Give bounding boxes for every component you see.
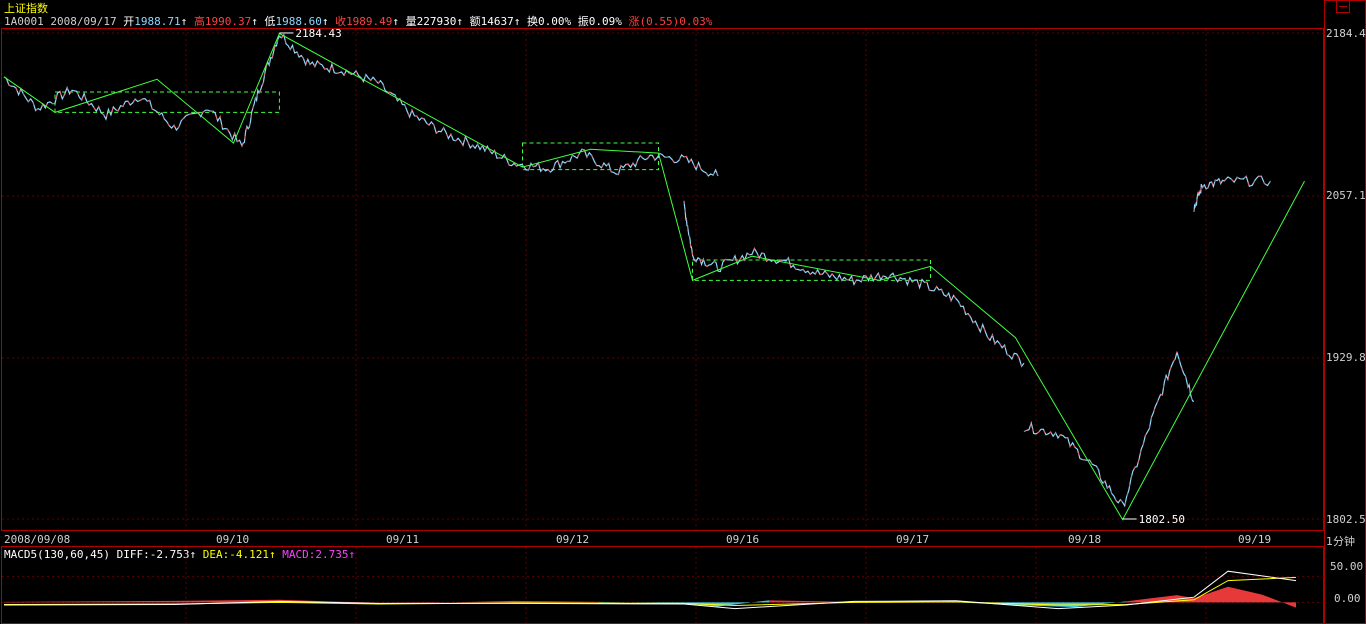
x-tick-label: 09/17 (896, 533, 930, 546)
up-arrow-icon: ↑ (321, 15, 329, 28)
consolidation-box (522, 142, 659, 171)
y-tick-label: 2184.4 (1326, 27, 1366, 40)
y-tick-label: 1929.8 (1326, 351, 1366, 364)
amplitude-label: 振 (577, 15, 589, 28)
macd-histogram-bar (4, 601, 89, 603)
turnover-label: 换 (527, 15, 539, 28)
dea-line (3, 576, 1297, 607)
low-label: 低 (264, 15, 276, 28)
macd-y-tick-label: 0.00 (1334, 592, 1361, 605)
macd-histogram-bar (769, 600, 854, 603)
volume-label: 量 (405, 15, 417, 28)
up-arrow-icon: ↑ (268, 548, 276, 561)
period-selector[interactable]: 1分钟 (1326, 535, 1355, 548)
macd-histogram-bar (344, 601, 429, 603)
grid-lines (2, 29, 1324, 623)
change-label: 涨 (628, 15, 640, 28)
price-line-up (683, 200, 1025, 368)
up-arrow-icon: ↑ (456, 15, 464, 28)
open-value: 1988.71 (134, 15, 181, 28)
x-tick-label: 09/19 (1238, 533, 1272, 546)
diff-label: DIFF: (116, 548, 150, 561)
x-tick-label: 09/12 (556, 533, 590, 546)
diff-line (3, 570, 1297, 610)
high-label: 高 (193, 15, 205, 28)
amount-value: 14637 (480, 15, 514, 28)
zigzag-lines (3, 32, 1305, 521)
macd-histogram-bar (429, 600, 514, 603)
change-value: (0.55)0.03% (639, 15, 713, 28)
x-tick-label: 09/18 (1068, 533, 1102, 546)
macd-label: MACD: (282, 548, 316, 561)
macd-histogram-bar (89, 600, 174, 603)
amplitude-value: 0.09% (588, 15, 622, 28)
price-line (1193, 175, 1271, 213)
close-value: 1989.49 (346, 15, 393, 28)
consolidation-box (692, 259, 931, 281)
annotation-label: 2184.43 (295, 27, 341, 40)
x-tick-label: 09/10 (216, 533, 250, 546)
diff-value: -2.753 (149, 548, 190, 561)
up-arrow-icon: ↑ (189, 548, 197, 561)
close-label: 收 (335, 15, 347, 28)
price-line (683, 200, 1025, 368)
y-tick-label: 2057.1 (1326, 189, 1366, 202)
up-arrow-icon: ↑ (251, 15, 258, 28)
macd-histogram-bar (1194, 586, 1228, 603)
price-line-up (377, 80, 719, 177)
macd-histogram-bar (514, 600, 599, 603)
stock-code: 1A0001 (4, 15, 44, 28)
high-value: 1990.37 (204, 15, 252, 28)
turnover-value: 0.00% (538, 15, 572, 28)
price-lines (3, 33, 1271, 508)
price-line-up (1023, 351, 1195, 507)
zigzag-line (3, 32, 1305, 521)
amount-label: 额 (469, 15, 481, 28)
price-line-up (3, 34, 379, 147)
macd-value: 2.735 (315, 548, 349, 561)
x-tick-label: 09/11 (386, 533, 420, 546)
price-line (1023, 351, 1195, 508)
price-line (377, 79, 719, 177)
macd-histogram-bar (1262, 594, 1296, 608)
macd-plot (2, 570, 1324, 610)
minimize-icon[interactable] (1336, 0, 1350, 13)
price-line-up (1193, 175, 1271, 213)
volume-value: 227930 (416, 15, 457, 28)
consolidation-box (54, 91, 280, 113)
price-panel-border (1, 28, 1324, 531)
dea-label: DEA: (202, 548, 230, 561)
low-value: 1988.60 (275, 15, 322, 28)
quote-header: 1A0001 2008/09/17 开1988.71↑ 高1990.37↑ 低1… (4, 15, 712, 28)
up-arrow-icon: ↑ (180, 15, 188, 28)
index-name: 上证指数 (4, 2, 48, 15)
up-arrow-icon: ↑ (392, 15, 400, 28)
macd-indicator-name: MACD5(130,60,45) (4, 548, 110, 561)
annotation-label: 1802.50 (1139, 513, 1185, 526)
macd-header: MACD5(130,60,45) DIFF:-2.753↑ DEA:-4.121… (4, 548, 355, 561)
quote-date: 2008/09/17 (50, 15, 117, 28)
x-tick-label: 09/16 (726, 533, 760, 546)
dea-value: -4.121 (229, 548, 269, 561)
y-tick-label: 1802.5 (1326, 513, 1366, 526)
open-label: 开 (123, 15, 135, 28)
up-arrow-icon: ↑ (513, 15, 521, 28)
x-tick-label: 2008/09/08 (4, 533, 71, 546)
up-arrow-icon: ↑ (348, 548, 356, 561)
macd-y-tick-label: 50.00 (1330, 560, 1364, 573)
macd-histogram-bar (1228, 586, 1262, 603)
price-line (3, 33, 379, 148)
annotations: 2184.43 1802.50 (279, 27, 1185, 526)
